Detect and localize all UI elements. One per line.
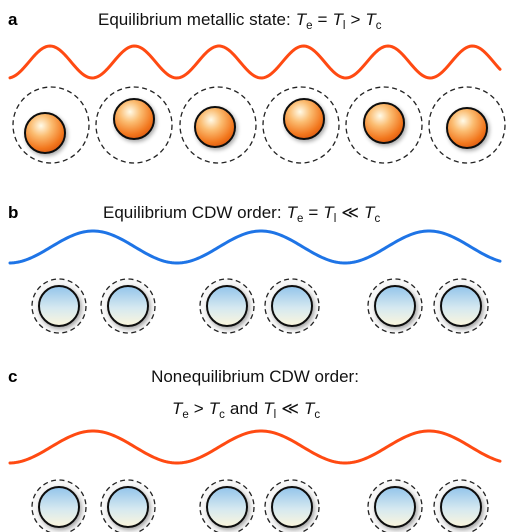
- panel-b-label: b: [8, 203, 18, 222]
- ion-core: [374, 285, 416, 327]
- panel-c-te-sub: e: [182, 409, 188, 421]
- panel-b-tl: T: [323, 203, 335, 222]
- panel-b-eq: =: [308, 203, 318, 222]
- panel-a-tl: T: [332, 10, 344, 29]
- panel-b-title: Equilibrium CDW order: Te = Tl ≪ Tc: [103, 203, 380, 225]
- panel-a-title-text: Equilibrium metallic state: [98, 10, 286, 29]
- ion: [95, 86, 173, 164]
- panel-b: b Equilibrium CDW order: Te = Tl ≪ Tc: [8, 203, 502, 334]
- ion-core: [107, 285, 149, 327]
- ion: [179, 86, 257, 164]
- ion-vibration-halo: [179, 86, 257, 164]
- panel-b-colon: :: [277, 203, 282, 222]
- panel-c-tl: T: [263, 399, 275, 418]
- ion: [31, 278, 87, 334]
- panel-c-rel2: ≪: [281, 399, 299, 418]
- ion-core: [363, 102, 405, 144]
- panel-a-colon: :: [286, 10, 291, 29]
- ion-core: [283, 98, 325, 140]
- panel-a-te: T: [296, 10, 308, 29]
- panel-c-ions: [31, 479, 489, 532]
- panel-c-tc1: T: [209, 399, 221, 418]
- panel-c-te: T: [172, 399, 184, 418]
- panel-b-tc: T: [364, 203, 376, 222]
- panel-b-tc-sub: c: [374, 213, 380, 225]
- ion-core: [206, 285, 248, 327]
- ion: [100, 479, 156, 532]
- ion: [428, 86, 506, 164]
- ion: [262, 86, 340, 164]
- panel-c-tc2-sub: c: [314, 409, 320, 421]
- ion: [433, 278, 489, 334]
- panel-c-electron-wave: [8, 429, 502, 465]
- ion-core: [107, 486, 149, 528]
- ion-core: [206, 486, 248, 528]
- ion-vibration-halo: [95, 86, 173, 164]
- panel-b-rel: ≪: [341, 203, 359, 222]
- ion-core: [113, 98, 155, 140]
- panel-a-tc: T: [365, 10, 377, 29]
- ion: [31, 479, 87, 532]
- ion: [367, 278, 423, 334]
- panel-b-ions: [31, 278, 489, 334]
- panel-a-eq: =: [318, 10, 328, 29]
- panel-c-label: c: [8, 367, 17, 386]
- ion-core: [24, 112, 66, 154]
- ion-core: [446, 107, 488, 149]
- panel-a-ions: [12, 86, 506, 164]
- panel-c-and: and: [230, 399, 258, 418]
- ion: [264, 278, 320, 334]
- panel-b-title-text: Equilibrium CDW order: [103, 203, 277, 222]
- panel-c: c Nonequilibrium CDW order: Te > Tc and Tl ≪ T…: [8, 367, 502, 532]
- panel-a-electron-wave: [8, 44, 502, 80]
- panel-a-label: a: [8, 10, 18, 29]
- panel-a: a Equilibrium metallic state: Te = Tl > Tc: [8, 10, 506, 164]
- ion: [199, 479, 255, 532]
- ion-core: [271, 486, 313, 528]
- panel-c-title-line1: Nonequilibrium CDW order:: [151, 367, 359, 386]
- ion-core: [38, 285, 80, 327]
- panel-a-tl-sub: l: [343, 20, 346, 32]
- panel-a-rel: >: [350, 10, 360, 29]
- ion: [264, 479, 320, 532]
- ion-core: [374, 486, 416, 528]
- panel-c-tc1-sub: c: [219, 409, 225, 421]
- panel-a-title: Equilibrium metallic state: Te = Tl > Tc: [98, 10, 382, 32]
- ion-vibration-halo: [262, 86, 340, 164]
- ion-core: [194, 106, 236, 148]
- ion: [345, 86, 423, 164]
- ion: [433, 479, 489, 532]
- panel-b-tl-sub: l: [334, 213, 337, 225]
- ion-core: [440, 285, 482, 327]
- panel-b-te-sub: e: [297, 213, 303, 225]
- panel-c-title-line2: Te > Tc and Tl ≪ Tc: [172, 399, 320, 421]
- ion-core: [38, 486, 80, 528]
- panel-b-electron-wave: [8, 229, 502, 265]
- ion-core: [440, 486, 482, 528]
- panel-b-te: T: [287, 203, 299, 222]
- panel-c-tc2: T: [304, 399, 316, 418]
- ion-vibration-halo: [428, 86, 506, 164]
- panel-c-rel1: >: [194, 399, 204, 418]
- ion-core: [271, 285, 313, 327]
- panel-a-te-sub: e: [306, 20, 312, 32]
- ion: [367, 479, 423, 532]
- panel-c-tl-sub: l: [274, 409, 277, 421]
- ion: [199, 278, 255, 334]
- ion: [100, 278, 156, 334]
- ion-vibration-halo: [12, 86, 90, 164]
- ion: [12, 86, 90, 164]
- ion-vibration-halo: [345, 86, 423, 164]
- panel-a-tc-sub: c: [376, 20, 382, 32]
